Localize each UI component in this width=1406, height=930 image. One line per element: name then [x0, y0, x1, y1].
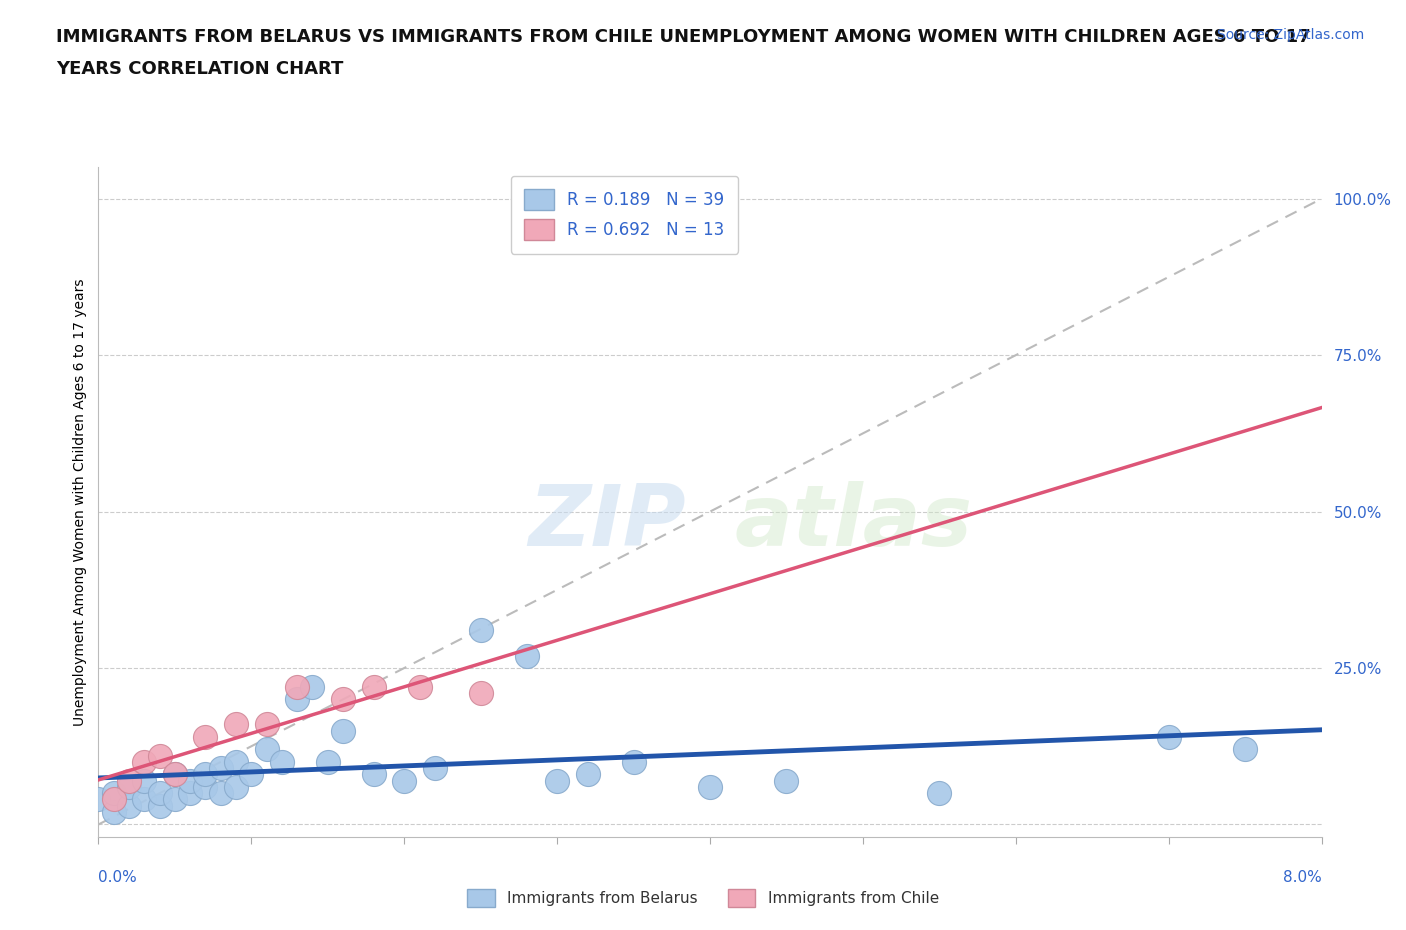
Point	[103, 792, 125, 807]
Point	[928, 786, 950, 801]
Point	[163, 767, 186, 782]
Point	[225, 754, 247, 769]
Point	[363, 680, 385, 695]
Point	[134, 792, 156, 807]
Text: atlas: atlas	[734, 481, 973, 564]
Point	[576, 767, 599, 782]
Point	[470, 623, 492, 638]
Point	[225, 779, 247, 794]
Point	[163, 792, 186, 807]
Point	[1157, 729, 1180, 744]
Point	[270, 754, 294, 769]
Point	[775, 773, 797, 788]
Point	[134, 773, 156, 788]
Point	[118, 773, 141, 788]
Point	[470, 685, 492, 700]
Point	[423, 761, 446, 776]
Text: Source: ZipAtlas.com: Source: ZipAtlas.com	[1216, 28, 1364, 42]
Point	[194, 767, 217, 782]
Point	[179, 773, 201, 788]
Point	[1234, 742, 1257, 757]
Text: 0.0%: 0.0%	[98, 870, 138, 884]
Point	[179, 786, 201, 801]
Legend: Immigrants from Belarus, Immigrants from Chile: Immigrants from Belarus, Immigrants from…	[461, 884, 945, 913]
Text: ZIP: ZIP	[527, 481, 686, 564]
Point	[285, 692, 308, 707]
Point	[408, 680, 430, 695]
Point	[149, 749, 172, 764]
Point	[332, 692, 354, 707]
Point	[163, 767, 186, 782]
Point	[134, 754, 156, 769]
Text: IMMIGRANTS FROM BELARUS VS IMMIGRANTS FROM CHILE UNEMPLOYMENT AMONG WOMEN WITH C: IMMIGRANTS FROM BELARUS VS IMMIGRANTS FR…	[56, 28, 1310, 46]
Point	[225, 717, 247, 732]
Point	[118, 798, 141, 813]
Legend: R = 0.189   N = 39, R = 0.692   N = 13: R = 0.189 N = 39, R = 0.692 N = 13	[510, 176, 738, 254]
Point	[332, 724, 354, 738]
Y-axis label: Unemployment Among Women with Children Ages 6 to 17 years: Unemployment Among Women with Children A…	[73, 278, 87, 726]
Point	[392, 773, 416, 788]
Point	[194, 729, 217, 744]
Point	[301, 680, 323, 695]
Point	[256, 717, 278, 732]
Point	[194, 779, 217, 794]
Point	[516, 648, 538, 663]
Point	[209, 786, 232, 801]
Point	[103, 804, 125, 819]
Point	[316, 754, 339, 769]
Text: 8.0%: 8.0%	[1282, 870, 1322, 884]
Point	[149, 798, 172, 813]
Point	[623, 754, 645, 769]
Text: YEARS CORRELATION CHART: YEARS CORRELATION CHART	[56, 60, 343, 78]
Point	[149, 786, 172, 801]
Point	[118, 779, 141, 794]
Point	[103, 786, 125, 801]
Point	[363, 767, 385, 782]
Point	[285, 680, 308, 695]
Point	[240, 767, 263, 782]
Point	[546, 773, 568, 788]
Point	[699, 779, 721, 794]
Point	[256, 742, 278, 757]
Point	[87, 792, 110, 807]
Point	[209, 761, 232, 776]
